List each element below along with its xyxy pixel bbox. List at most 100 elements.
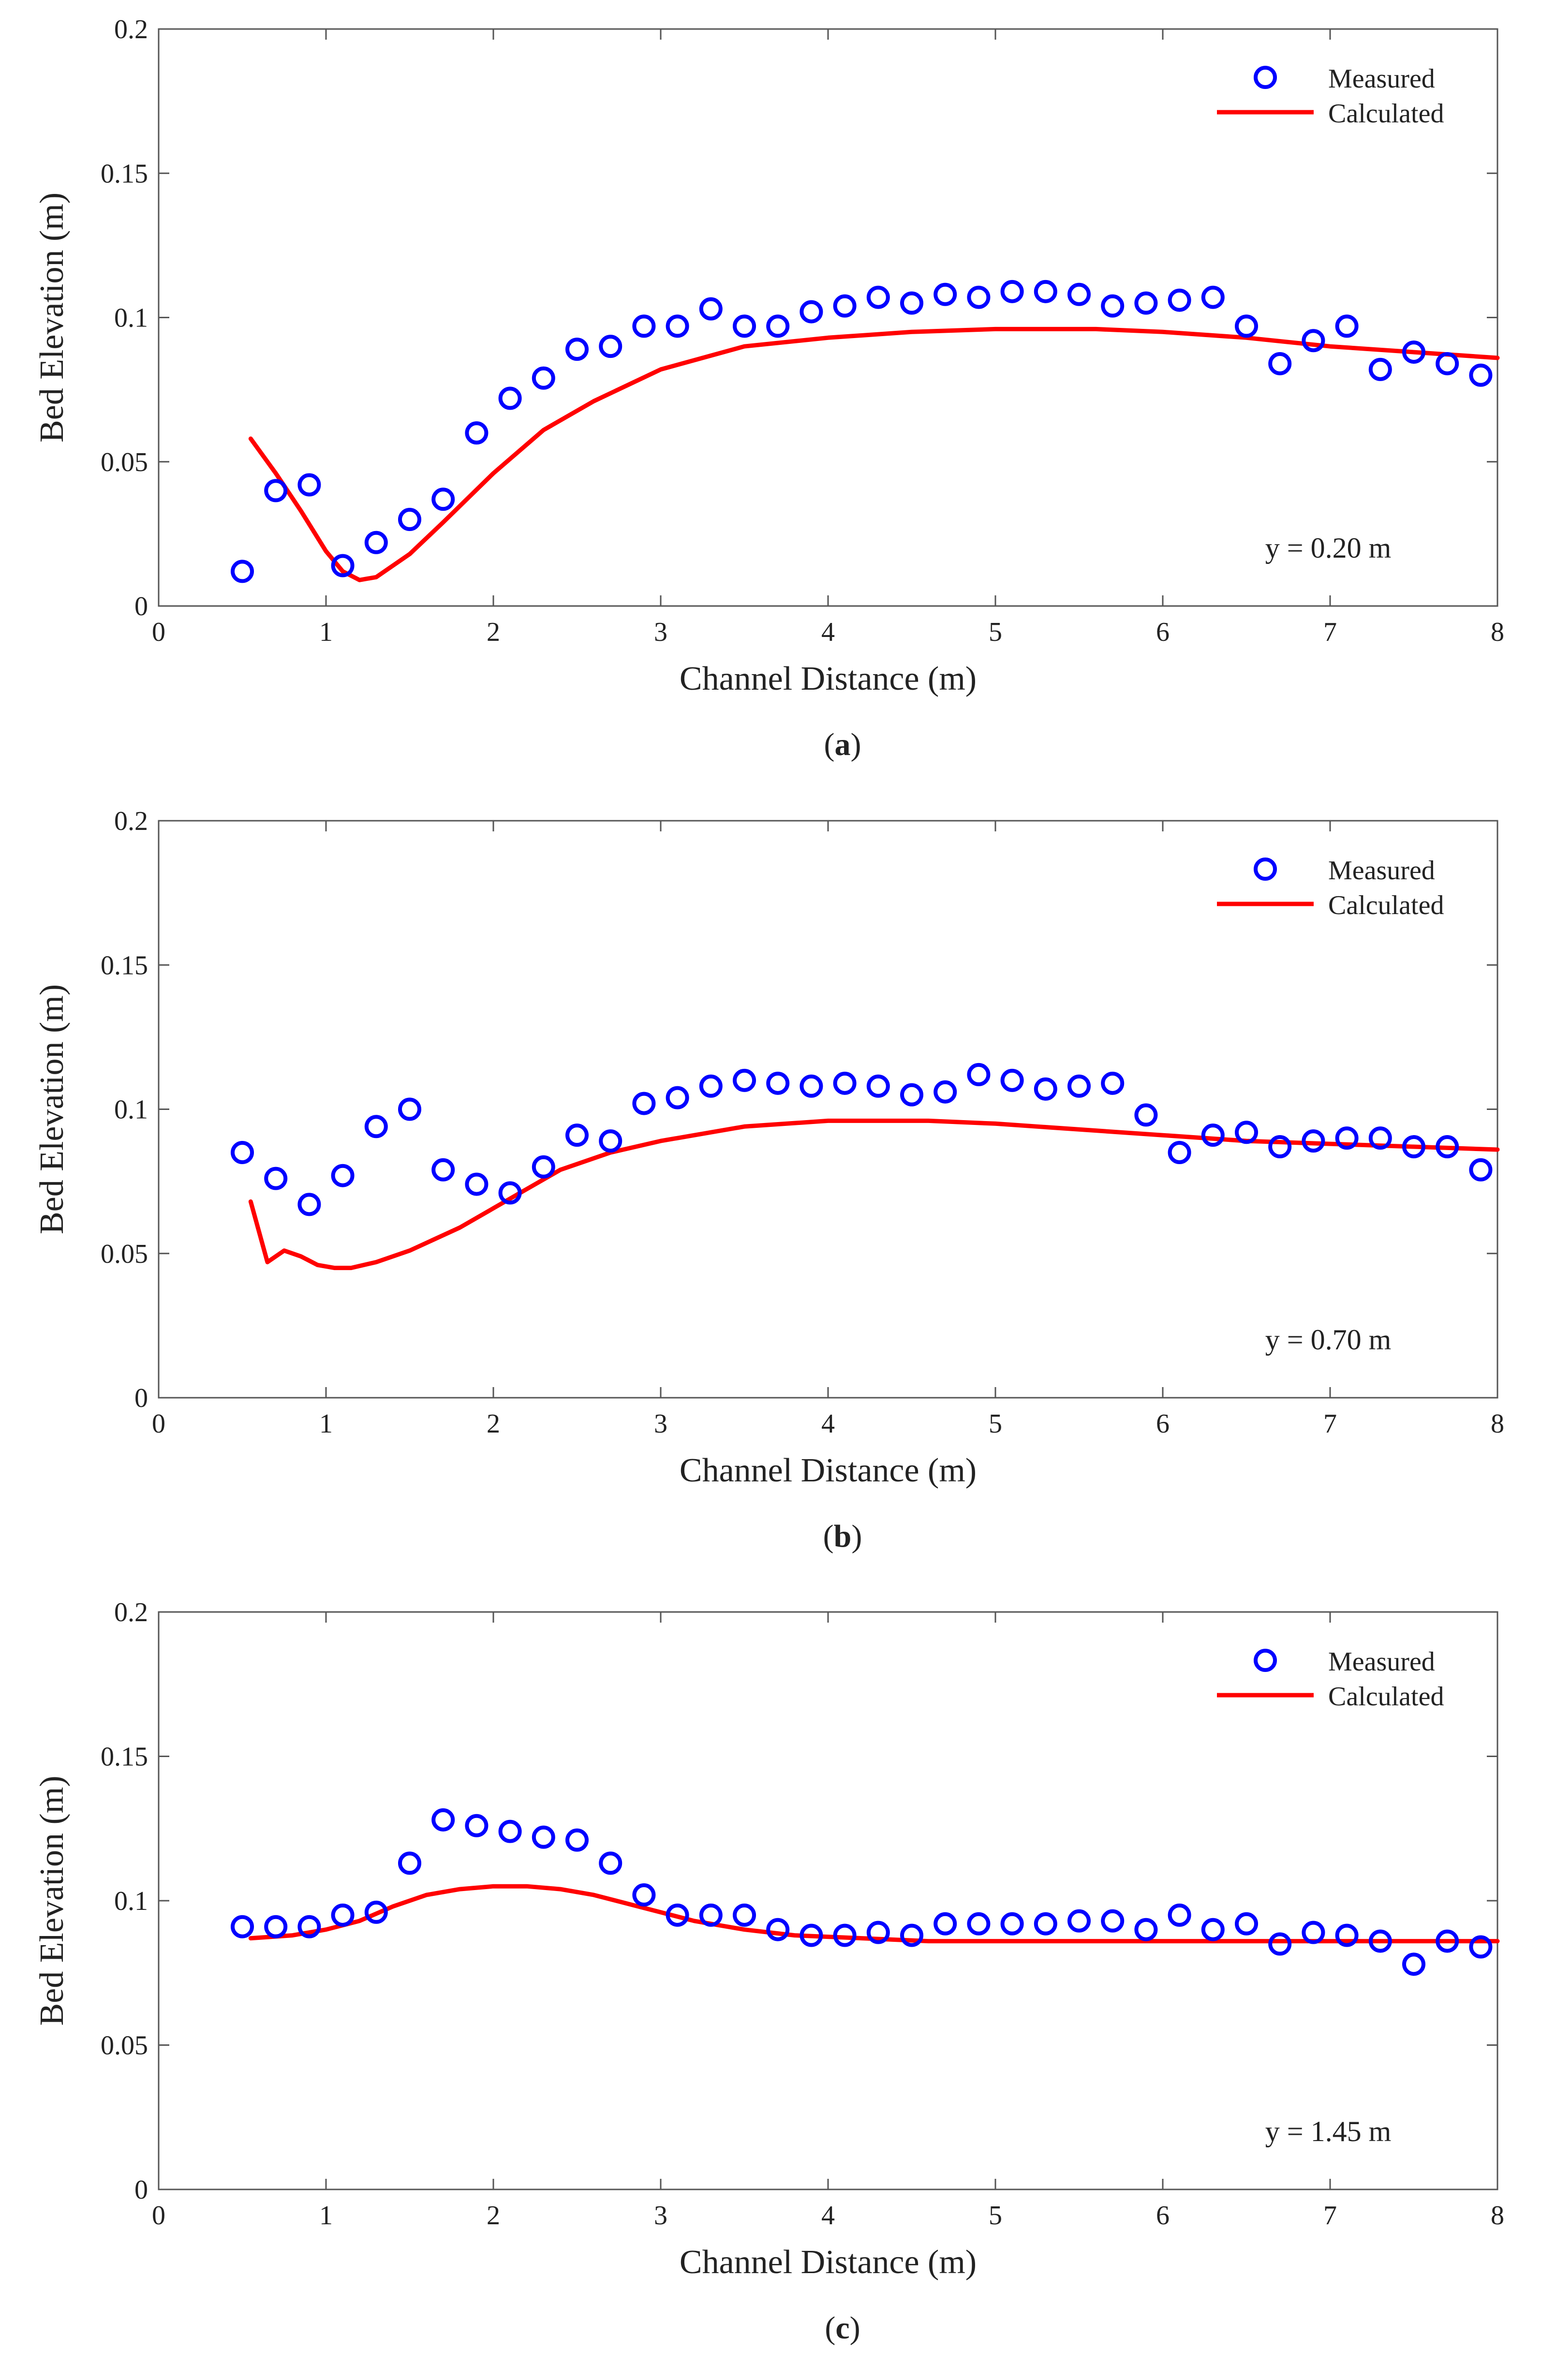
measured-point	[1168, 1903, 1191, 1927]
measured-point	[1134, 1103, 1158, 1127]
x-tick-label: 6	[1156, 617, 1170, 647]
y-tick-label: 0.05	[101, 1239, 148, 1269]
x-tick-label: 3	[654, 1409, 667, 1439]
y-tick-label: 0.1	[114, 1095, 148, 1125]
x-tick-label: 8	[1491, 617, 1504, 647]
x-tick-label: 8	[1491, 2201, 1504, 2231]
y-tick-label: 0	[134, 2175, 148, 2205]
measured-point	[1067, 282, 1091, 306]
y-axis-label: Bed Elevation (m)	[33, 192, 71, 443]
measured-point	[1201, 1918, 1225, 1941]
measured-point	[1402, 1135, 1425, 1159]
measured-point	[933, 1080, 957, 1104]
measured-point	[1235, 1121, 1258, 1144]
measured-point	[465, 421, 489, 445]
measured-point	[331, 1164, 355, 1187]
calculated-line	[248, 326, 1500, 582]
measured-point	[1402, 340, 1425, 364]
measured-point	[1168, 1140, 1191, 1164]
measured-point	[498, 386, 522, 410]
measured-point	[1368, 1929, 1392, 1953]
measured-point	[1469, 1158, 1493, 1182]
measured-point	[699, 297, 723, 321]
x-tick-label: 4	[821, 617, 835, 647]
measured-point	[933, 282, 957, 306]
x-tick-label: 7	[1323, 2201, 1337, 2231]
measured-point	[1101, 294, 1125, 318]
measured-point	[465, 1172, 489, 1196]
measured-point	[599, 1129, 622, 1153]
legend-marker-measured	[1254, 857, 1277, 881]
y-tick-label: 0.2	[114, 1597, 148, 1627]
measured-point	[866, 1921, 890, 1944]
measured-point	[465, 1814, 489, 1837]
measured-point	[699, 1074, 723, 1098]
measured-point	[264, 1915, 288, 1938]
legend-label-calculated: Calculated	[1328, 890, 1444, 920]
measured-point	[331, 1903, 355, 1927]
x-tick-label: 5	[989, 1409, 1002, 1439]
measured-point	[800, 1923, 823, 1947]
measured-point	[1368, 357, 1392, 381]
measured-point	[900, 291, 923, 315]
measured-point	[1335, 1126, 1359, 1150]
measured-point	[666, 314, 689, 338]
x-axis-label: Channel Distance (m)	[680, 1452, 977, 1489]
measured-point	[364, 1900, 388, 1924]
chart-panel-a: 0 1 2 3 4 5 6 7 8 0 0.05 0.1 0.15 0.2 Channel Distance…	[33, 15, 1504, 762]
measured-point	[833, 1071, 857, 1095]
legend-label-measured: Measured	[1328, 856, 1435, 886]
y-tick-label: 0.2	[114, 15, 148, 44]
measured-point	[1302, 1129, 1325, 1153]
y-tick-label: 0.15	[101, 1742, 148, 1772]
measured-point	[632, 1092, 656, 1115]
x-tick-label: 2	[487, 617, 500, 647]
measured-point	[1368, 1126, 1392, 1150]
y-tick-label: 0.1	[114, 1886, 148, 1916]
chart-panel-b: 0 1 2 3 4 5 6 7 8 0 0.05 0.1 0.15 0.2 Channel Distance…	[33, 806, 1504, 1554]
measured-point	[1469, 363, 1493, 387]
measured-point	[833, 1923, 857, 1947]
x-axis-label: Channel Distance (m)	[680, 660, 977, 697]
x-tick-label: 4	[821, 2201, 835, 2231]
measured-point	[431, 488, 455, 511]
x-tick-label: 0	[152, 1409, 165, 1439]
x-tick-label: 3	[654, 617, 667, 647]
measured-point	[1134, 1918, 1158, 1941]
y-axis-label: Bed Elevation (m)	[33, 984, 71, 1234]
measured-point	[565, 338, 589, 361]
measured-point	[1067, 1909, 1091, 1933]
x-tick-label: 5	[989, 617, 1002, 647]
y-tick-label: 0.15	[101, 159, 148, 189]
x-tick-label: 1	[319, 2201, 333, 2231]
measured-point	[1469, 1935, 1493, 1959]
measured-point	[231, 1915, 254, 1938]
measured-point	[231, 560, 254, 583]
measured-point	[1235, 314, 1258, 338]
measured-point	[1302, 1921, 1325, 1944]
measured-point	[766, 1918, 790, 1941]
measured-point	[833, 294, 857, 318]
x-tick-label: 0	[152, 617, 165, 647]
y-tick-label: 0	[134, 591, 148, 621]
measured-point	[331, 554, 355, 577]
measured-point	[800, 1074, 823, 1098]
calculated-line	[248, 1884, 1500, 1944]
measured-point	[1436, 1135, 1459, 1159]
measured-point	[733, 314, 756, 338]
measured-point	[766, 314, 790, 338]
measured-point	[766, 1071, 790, 1095]
measured-point	[1268, 1932, 1292, 1956]
measured-point	[900, 1083, 923, 1107]
measured-point	[632, 1883, 656, 1907]
measured-point	[599, 335, 622, 358]
measured-point	[1335, 314, 1359, 338]
measured-point	[1034, 1912, 1057, 1936]
y-tick-label: 0.15	[101, 950, 148, 980]
y-tick-label: 0	[134, 1383, 148, 1413]
measured-point	[1168, 288, 1191, 312]
measured-point	[398, 1097, 421, 1121]
measured-point	[565, 1828, 589, 1852]
measured-point	[1000, 1068, 1024, 1092]
